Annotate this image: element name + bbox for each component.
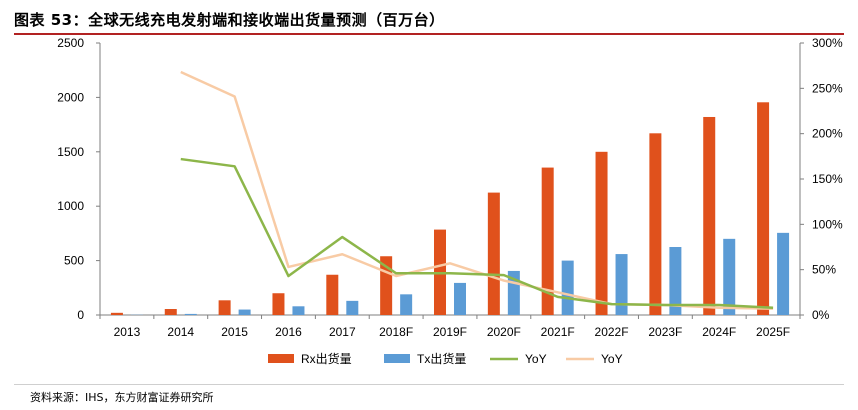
legend-tx-swatch (384, 354, 410, 363)
rx-bar (541, 167, 554, 315)
y-right-tick-label: 300% (812, 36, 843, 50)
legend-yoy-peach-label: YoY (601, 352, 623, 366)
x-tick-label: 2014 (167, 325, 194, 339)
tx-bar (184, 313, 197, 315)
y-left-tick-label: 2000 (57, 90, 84, 104)
y-right-tick-label: 150% (812, 172, 843, 186)
tx-bar (292, 306, 305, 315)
yoy-line-green (180, 157, 774, 309)
y-right-tick-label: 50% (812, 263, 836, 277)
legend-tx-label: Tx出货量 (417, 351, 466, 366)
title-underline (14, 33, 844, 35)
y-left-tick-label: 1000 (57, 199, 84, 213)
tx-bar (454, 282, 466, 315)
tx-bar (615, 254, 628, 315)
rx-bar (649, 133, 662, 315)
rx-bar (487, 192, 500, 315)
tx-bar (561, 260, 574, 315)
y-right-tick-label: 250% (812, 81, 843, 95)
y-left-tick-label: 500 (64, 254, 84, 268)
x-tick-label: 2025F (756, 325, 790, 339)
rx-bar (218, 300, 231, 315)
bar-series-group (110, 102, 790, 316)
legend-rx-label: Rx出货量 (301, 351, 352, 366)
rx-bar (595, 151, 608, 315)
rx-bar (326, 274, 339, 315)
x-tick-label: 2013 (114, 325, 141, 339)
source-note: 资料来源：IHS，东方财富证券研究所 (30, 391, 214, 404)
x-tick-label: 2019F (433, 325, 467, 339)
source-divider (14, 384, 844, 385)
chart-axes: 0 500 1000 1500 2000 2500 0% 50% 100% 150% 200% 250… (57, 36, 843, 339)
tx-bar (723, 238, 736, 315)
rx-bar (110, 312, 123, 315)
y-left-tick-label: 0 (77, 308, 84, 322)
x-tick-label: 2015 (221, 325, 248, 339)
x-tick-label: 2021F (541, 325, 575, 339)
x-tick-label: 2017 (329, 325, 356, 339)
rx-bar (703, 116, 716, 315)
tx-bar (400, 294, 413, 315)
tx-bar (238, 309, 251, 315)
y-left-tick-label: 1500 (57, 145, 84, 159)
x-tick-label: 2020F (487, 325, 521, 339)
y-left-tick-label: 2500 (57, 36, 84, 50)
tx-bar (777, 232, 790, 315)
legend-rx-swatch (268, 354, 294, 363)
y-right-tick-label: 100% (812, 217, 843, 231)
rx-bar (272, 293, 285, 315)
line-series-group (180, 70, 774, 310)
y-right-tick-label: 0% (812, 308, 830, 322)
figure-title: 图表 53：全球无线充电发射端和接收端出货量预测（百万台） (14, 11, 445, 29)
x-tick-label: 2022F (595, 325, 629, 339)
x-tick-label: 2024F (702, 325, 736, 339)
chart-legend: Rx出货量 Tx出货量 YoY YoY (268, 351, 623, 366)
x-tick-label: 2016 (275, 325, 302, 339)
y-right-tick-label: 200% (812, 127, 843, 141)
tx-bar (669, 247, 682, 315)
rx-bar (164, 309, 177, 315)
x-tick-label: 2023F (648, 325, 682, 339)
chart-area: 0 500 1000 1500 2000 2500 0% 50% 100% 150% 200% 250… (57, 36, 843, 366)
tx-bar (346, 300, 359, 315)
rx-bar (757, 102, 770, 316)
x-tick-label: 2018F (379, 325, 413, 339)
legend-yoy-green-label: YoY (525, 352, 547, 366)
